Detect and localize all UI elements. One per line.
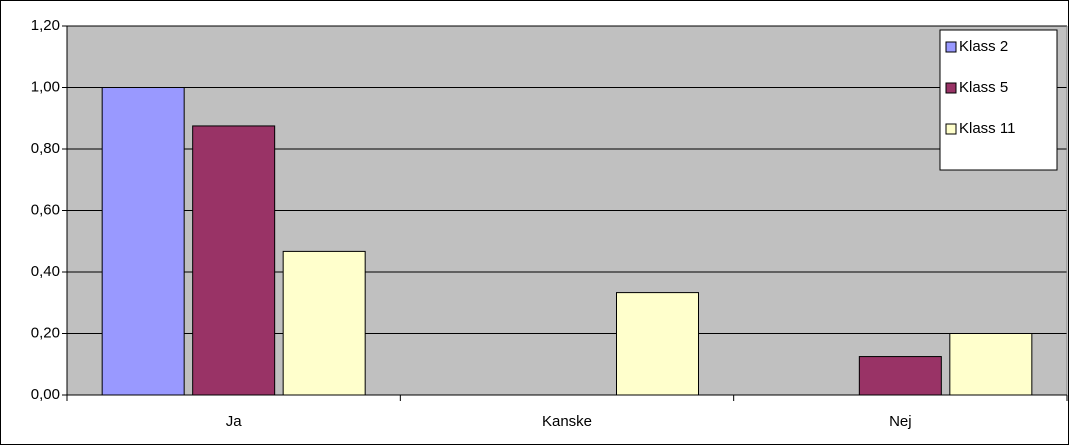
legend-label: Klass 11 xyxy=(959,120,1015,137)
y-tick-label: 0,40 xyxy=(31,263,60,280)
x-tick-label: Nej xyxy=(889,413,912,430)
y-tick-label: 0,00 xyxy=(31,386,60,403)
legend-label: Klass 5 xyxy=(959,79,1008,96)
y-tick-label: 0,60 xyxy=(31,201,60,218)
bar xyxy=(192,125,276,396)
y-tick-label: 0,20 xyxy=(31,324,60,341)
legend-swatch xyxy=(945,41,957,53)
bar xyxy=(949,333,1033,396)
bar xyxy=(858,356,942,396)
legend-swatch xyxy=(945,82,957,94)
x-tick-label: Kanske xyxy=(542,413,592,430)
bar xyxy=(282,250,366,396)
bar xyxy=(101,87,185,396)
legend-box xyxy=(939,29,1058,171)
legend-label: Klass 2 xyxy=(959,38,1008,55)
y-tick-label: 0,80 xyxy=(31,140,60,157)
bar xyxy=(616,292,699,396)
y-tick-label: 1,20 xyxy=(31,17,60,34)
y-tick-label: 1,00 xyxy=(31,78,60,95)
x-tick-label: Ja xyxy=(226,413,243,430)
legend-swatch xyxy=(945,123,957,135)
